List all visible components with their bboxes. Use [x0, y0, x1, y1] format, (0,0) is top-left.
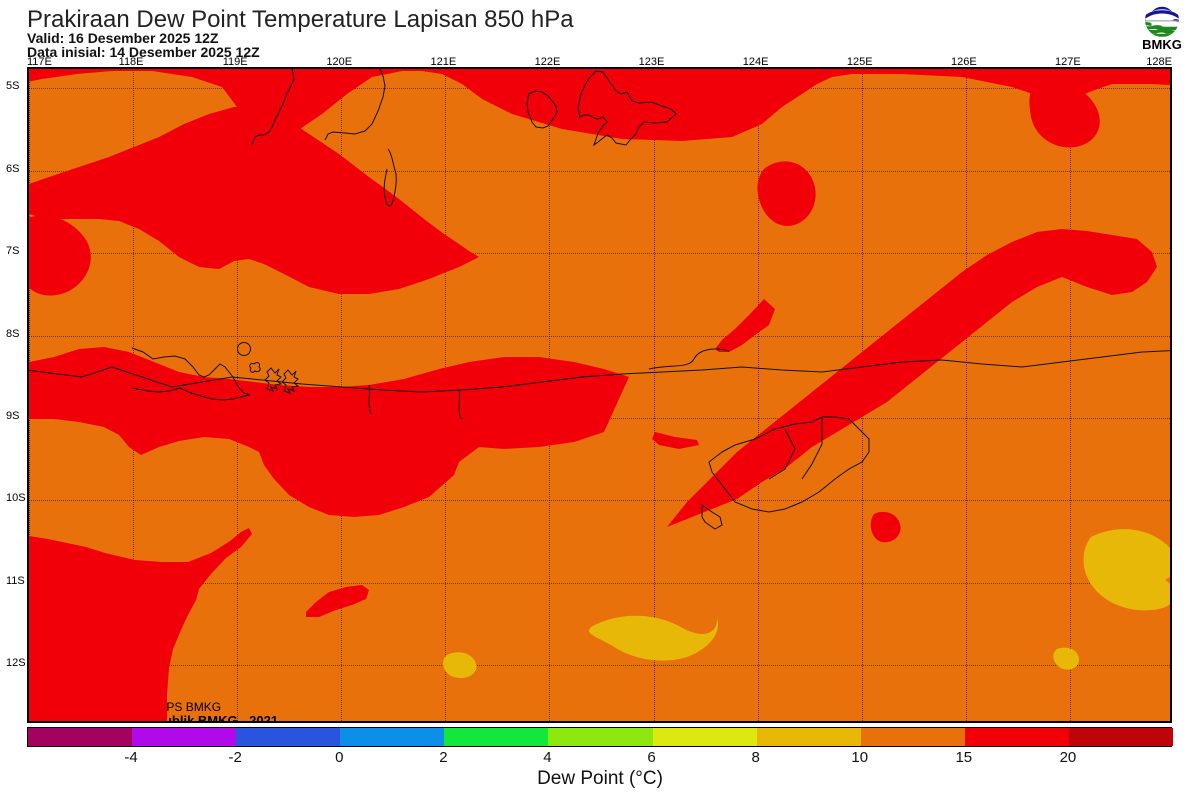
svg-text:BMKG: BMKG — [1142, 37, 1182, 52]
